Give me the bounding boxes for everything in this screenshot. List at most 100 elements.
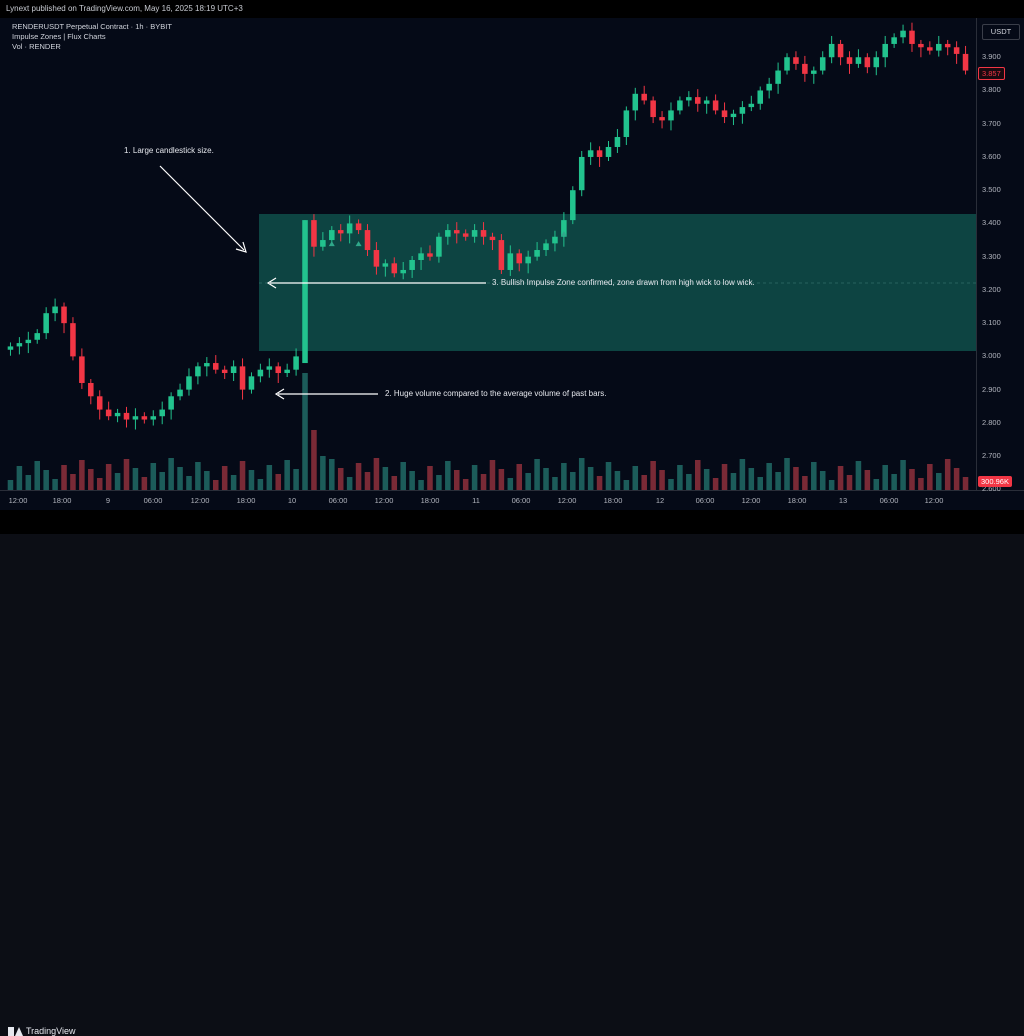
volume-bar: [498, 469, 505, 490]
volume-bar: [739, 459, 746, 490]
candlestick-chart: [7, 22, 976, 490]
candle-body: [43, 313, 49, 334]
time-tick-label: 06:00: [879, 496, 899, 505]
candle-body: [739, 107, 746, 114]
candle-body: [436, 236, 442, 257]
volume-bar: [623, 480, 630, 490]
candle-body: [293, 356, 299, 370]
candle-body: [614, 137, 621, 147]
tradingview-logo[interactable]: TradingView: [8, 1026, 76, 1036]
candle-body: [552, 236, 558, 244]
candle-body: [382, 263, 389, 267]
price-tick-label: 3.900: [982, 52, 1001, 62]
volume-bar: [391, 476, 398, 490]
time-tick-label: 13: [838, 496, 848, 505]
volume-bar: [828, 480, 835, 490]
currency-selector[interactable]: USDT: [982, 24, 1020, 40]
candle-body: [748, 103, 755, 108]
candle-body: [400, 269, 406, 274]
volume-bar: [855, 461, 862, 490]
candle-body: [88, 382, 94, 397]
candle-body: [837, 43, 844, 58]
volume-bar: [686, 474, 692, 490]
volume-bar: [346, 477, 353, 490]
candle-body: [578, 156, 585, 191]
volume-bar: [61, 465, 67, 490]
price-tick-label: 3.100: [982, 318, 1001, 328]
time-tick-label: 18:00: [52, 496, 72, 505]
candle-body: [257, 369, 264, 377]
volume-bar: [7, 480, 14, 490]
chart-legend: RENDERUSDT Perpetual Contract · 1h · BYB…: [12, 22, 172, 52]
volume-bar: [748, 468, 755, 490]
volume-bar: [320, 456, 326, 490]
candle-body: [935, 43, 942, 51]
candle-body: [248, 376, 255, 390]
price-tick-label: 3.600: [982, 151, 1001, 161]
candle-body: [605, 146, 612, 157]
candle-body: [409, 260, 415, 270]
time-tick-label: 11: [472, 496, 480, 505]
volume-bar: [25, 475, 32, 490]
volume-bar: [239, 461, 246, 490]
volume-bar: [311, 430, 317, 490]
volume-bar: [730, 473, 737, 490]
time-tick-label: 06:00: [511, 496, 531, 505]
candle-body: [703, 100, 710, 104]
candle-body: [793, 57, 799, 64]
time-axis[interactable]: [0, 490, 1024, 511]
legend-symbol[interactable]: RENDERUSDT Perpetual Contract · 1h · BYB…: [12, 22, 172, 31]
volume-bar: [168, 458, 174, 490]
volume-bar: [712, 478, 719, 490]
volume-bar: [596, 476, 603, 490]
legend-volume[interactable]: Vol · RENDER: [12, 42, 61, 51]
tradingview-wordmark: TradingView: [26, 1026, 76, 1036]
price-tick-label: 3.500: [982, 185, 1001, 195]
candle-body: [757, 90, 764, 104]
candle-body: [632, 93, 639, 111]
time-tick-label: 12:00: [924, 496, 944, 505]
volume-bar: [418, 480, 424, 490]
candle-body: [427, 253, 433, 257]
candle-body: [891, 37, 897, 44]
candle-body: [186, 376, 192, 390]
volume-bar: [195, 462, 201, 490]
candle-body: [561, 220, 567, 237]
candle-body: [230, 366, 237, 374]
volume-bar: [132, 468, 139, 490]
candle-body: [114, 412, 121, 417]
volume-bars: [7, 373, 969, 490]
volume-bar: [677, 465, 683, 490]
candle-body: [16, 343, 23, 347]
volume-bar: [16, 466, 23, 490]
candle-body: [587, 150, 594, 157]
candle-body: [489, 236, 496, 241]
candle-body: [543, 243, 549, 251]
candle-body: [462, 233, 469, 237]
volume-bar: [436, 475, 442, 490]
volume-bar: [552, 477, 558, 490]
candle-body: [391, 263, 398, 274]
price-axis[interactable]: [976, 18, 1024, 490]
candle-body: [623, 110, 630, 138]
candle-body: [516, 253, 523, 264]
volume-bar: [266, 465, 273, 490]
volume-bar: [177, 467, 183, 490]
impulse-marker: [355, 241, 362, 247]
candle-body: [159, 409, 165, 417]
volume-bar: [141, 477, 148, 490]
candles: [7, 22, 969, 430]
volume-bar: [766, 463, 772, 490]
candle-body: [570, 190, 576, 221]
legend-indicator[interactable]: Impulse Zones | Flux Charts: [12, 32, 106, 41]
impulse-marker: [328, 241, 335, 247]
candle-body: [811, 70, 817, 74]
candle-body: [730, 113, 737, 118]
volume-bar: [409, 471, 415, 490]
candle-body: [507, 253, 514, 270]
candle-body: [766, 83, 772, 91]
volume-bar: [257, 479, 264, 490]
volume-bar: [114, 473, 121, 490]
candle-body: [453, 230, 460, 234]
